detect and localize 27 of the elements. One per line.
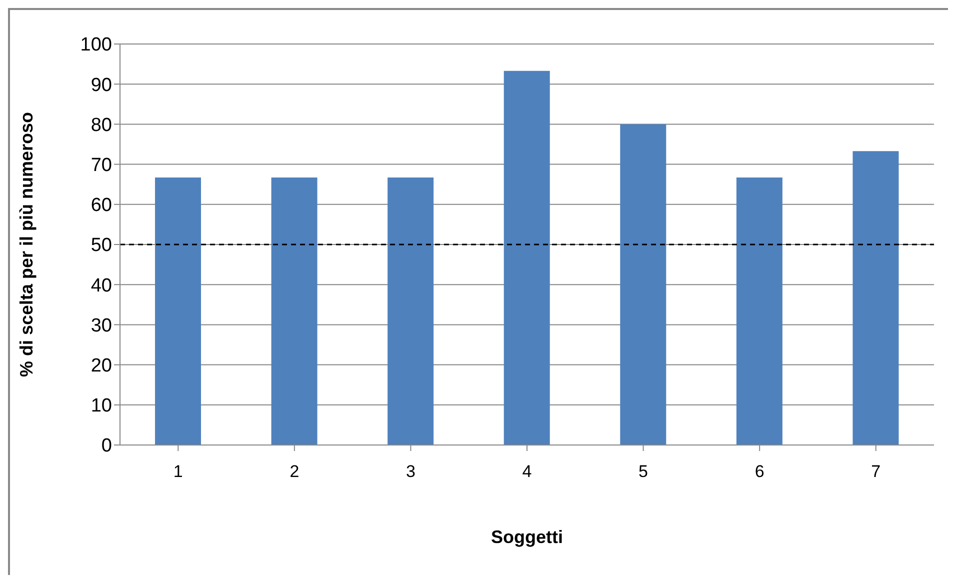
x-tick-label: 3 (406, 462, 416, 482)
y-tick-label: 30 (90, 315, 112, 336)
x-axis-title: Soggetti (491, 527, 563, 547)
y-tick-label: 20 (90, 356, 112, 377)
y-tick-label: 100 (80, 34, 112, 56)
x-tick-label: 2 (290, 462, 300, 482)
y-tick-label: 40 (90, 275, 112, 296)
y-tick-label: 0 (101, 436, 112, 457)
bar (271, 178, 318, 445)
bar (852, 151, 899, 445)
bar (155, 178, 201, 445)
y-tick-label: 50 (90, 235, 112, 256)
bar (620, 124, 666, 445)
bar (388, 178, 434, 445)
bar (504, 70, 550, 445)
x-tick-label: 6 (754, 462, 764, 482)
bar (736, 178, 782, 445)
y-tick-label: 80 (90, 114, 112, 136)
x-tick-label: 5 (638, 462, 648, 482)
y-tick-label: 60 (90, 195, 112, 216)
y-axis-title: % di scelta per il più numeroso (16, 112, 36, 378)
x-tick-label: 7 (871, 462, 881, 482)
y-tick-label: 90 (90, 74, 112, 96)
y-tick-label: 70 (90, 155, 112, 176)
x-tick-label: 1 (173, 462, 183, 482)
x-tick-label: 4 (522, 462, 532, 482)
y-tick-label: 10 (90, 396, 112, 417)
